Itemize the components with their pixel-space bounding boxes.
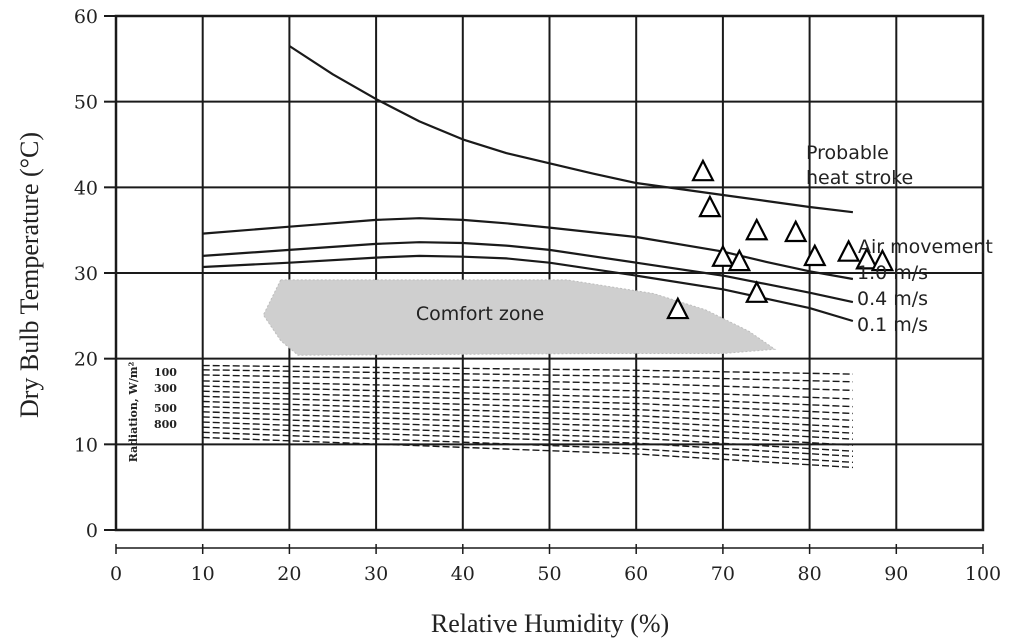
radiation-label-100: 100 — [154, 366, 177, 379]
heat-stroke-line1: Probable — [806, 142, 889, 164]
speed-label-3: 0.1 m/s — [857, 314, 928, 336]
radiation-lines — [202, 364, 853, 469]
x-tick-label: 40 — [451, 563, 475, 585]
heat-stroke-line2: heat stroke — [806, 167, 913, 189]
comfort-zone-label: Comfort zone — [416, 303, 544, 325]
radiation-line — [202, 380, 853, 400]
curve-2 — [202, 217, 854, 281]
data-point-triangle — [691, 158, 715, 182]
tick-labels: 0 10 20 30 40 50 60 70 80 90 100 0 10 20 30 40 50 60 — [74, 6, 1001, 585]
data-point-triangle — [836, 239, 861, 262]
data-point-triangle — [727, 248, 752, 272]
data-point-triangle — [698, 194, 722, 218]
x-tick-label: 60 — [624, 563, 648, 585]
y-tick-label: 0 — [86, 520, 98, 542]
x-tick-label: 20 — [277, 563, 301, 585]
radiation-line — [202, 416, 853, 446]
data-point-triangle — [870, 248, 895, 272]
radiation-line — [202, 431, 853, 464]
curve-1 — [288, 45, 854, 214]
y-tick-label: 60 — [74, 6, 98, 28]
curve-4 — [202, 254, 854, 323]
radiation-label-500: 500 — [154, 402, 177, 415]
air-movement-label: Air movement — [858, 236, 993, 258]
grid — [104, 14, 985, 554]
comfort-zone-area — [262, 279, 777, 356]
radiation-line — [202, 400, 853, 428]
speed-label-2: 0.4 m/s — [857, 288, 928, 310]
data-point-triangle — [745, 217, 769, 241]
radiation-line — [202, 411, 853, 440]
radiation-line — [202, 390, 853, 415]
radiation-line — [202, 385, 853, 408]
radiation-label-300: 300 — [154, 382, 177, 395]
y-tick-label: 40 — [74, 177, 98, 199]
x-tick-label: 10 — [191, 563, 215, 585]
radiation-unit-label: Radiation, W/m² — [127, 362, 140, 463]
data-point-triangle — [855, 246, 879, 270]
x-tick-label: 90 — [884, 563, 908, 585]
radiation-line — [202, 369, 853, 383]
data-point-triangle — [803, 243, 827, 267]
radiation-line — [202, 426, 853, 458]
data-point-triangle — [711, 244, 735, 267]
data-markers — [666, 158, 895, 320]
x-axis-title: Relative Humidity (%) — [431, 609, 669, 638]
plot-frame — [114, 14, 985, 532]
heat-stroke-label: Probable heat stroke — [806, 142, 913, 189]
radiation-line — [202, 436, 853, 469]
radiation-line — [202, 421, 853, 452]
y-tick-label: 50 — [74, 92, 98, 114]
radiation-line — [202, 364, 853, 375]
x-tick-label: 30 — [364, 563, 388, 585]
x-tick-label: 50 — [537, 563, 561, 585]
y-axis-title: Dry Bulb Temperature (°C) — [15, 132, 44, 418]
comfort-zone — [262, 279, 777, 356]
radiation-label-800: 800 — [154, 418, 177, 431]
x-tick-label: 70 — [711, 563, 735, 585]
data-point-triangle — [784, 219, 808, 243]
speed-label-1: 1.0 m/s — [857, 262, 928, 284]
x-tick-label: 0 — [110, 563, 122, 585]
x-tick-label: 100 — [965, 563, 1001, 585]
radiation-line — [202, 374, 853, 392]
radiation-line — [202, 405, 853, 434]
y-tick-label: 10 — [74, 434, 98, 456]
curve-3 — [202, 241, 854, 304]
data-point-triangle — [666, 296, 690, 320]
y-tick-label: 20 — [74, 349, 98, 371]
radiation-line — [202, 395, 853, 422]
curves — [202, 45, 854, 323]
data-point-triangle — [745, 280, 769, 303]
y-tick-label: 30 — [74, 263, 98, 285]
x-tick-label: 80 — [798, 563, 822, 585]
